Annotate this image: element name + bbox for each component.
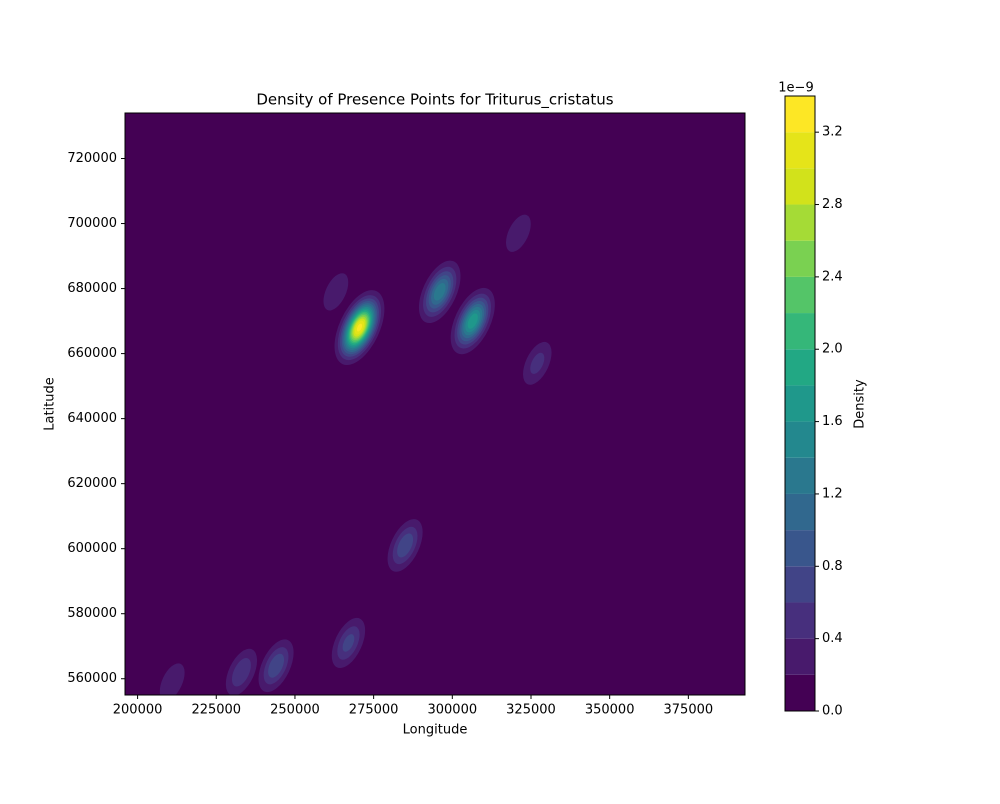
x-tick-label: 300000 xyxy=(427,703,477,718)
colorbar-frame xyxy=(784,95,816,712)
x-tick-label: 225000 xyxy=(191,703,241,718)
y-tick-label: 580000 xyxy=(67,606,117,621)
contour-band xyxy=(159,663,185,695)
colorbar-band xyxy=(785,276,815,314)
colorbar-tick-label: 2.4 xyxy=(822,269,843,284)
colorbar-band xyxy=(785,132,815,169)
x-tick-label: 375000 xyxy=(664,703,714,718)
colorbar-band xyxy=(785,204,815,241)
x-tick-label: 200000 xyxy=(113,703,163,718)
colorbar-band xyxy=(785,530,815,567)
y-tick-label: 720000 xyxy=(67,151,117,166)
contour-band xyxy=(467,313,478,329)
contour-band xyxy=(356,323,363,332)
contour-band xyxy=(342,634,355,652)
colorbar-band xyxy=(785,457,815,494)
y-tick-label: 600000 xyxy=(67,541,117,556)
colorbar-band xyxy=(785,674,815,711)
colorbar-tick-label: 1.6 xyxy=(822,414,843,429)
colorbar-band xyxy=(785,421,815,458)
colorbar-tick-label: 1.2 xyxy=(822,486,843,501)
colorbar-band xyxy=(785,566,815,603)
x-axis-label: Longitude xyxy=(403,723,468,738)
contour-band xyxy=(530,352,545,374)
colorbar-tick-label: 0.0 xyxy=(822,704,843,719)
colorbar-tick-label: 3.2 xyxy=(822,125,843,140)
plot-background xyxy=(125,113,745,695)
plot-frame xyxy=(124,112,746,696)
colorbar-label: Density xyxy=(853,379,868,429)
colorbar-offset: 1e−9 xyxy=(778,81,813,96)
colorbar-band xyxy=(785,313,815,350)
contour-band xyxy=(323,273,349,311)
contour-band xyxy=(397,533,414,558)
x-tick-label: 275000 xyxy=(349,703,399,718)
contour-band xyxy=(231,657,251,687)
contour-band xyxy=(268,653,285,678)
y-tick-label: 700000 xyxy=(67,216,117,231)
contour-band xyxy=(505,214,531,252)
contour-band xyxy=(433,283,446,301)
chart-title: Density of Presence Points for Triturus_… xyxy=(256,91,613,110)
x-tick-label: 325000 xyxy=(506,703,556,718)
colorbar-tick-label: 0.8 xyxy=(822,559,843,574)
y-tick-label: 640000 xyxy=(67,411,117,426)
y-tick-label: 560000 xyxy=(67,671,117,686)
colorbar-band xyxy=(785,493,815,531)
colorbar-tick-label: 2.8 xyxy=(822,197,843,212)
contours xyxy=(159,214,552,695)
colorbar-band xyxy=(785,385,815,422)
colorbar-band xyxy=(785,240,815,277)
colorbar-tick-label: 2.0 xyxy=(822,342,843,357)
y-tick-label: 680000 xyxy=(67,281,117,296)
y-tick-label: 660000 xyxy=(67,346,117,361)
x-tick-label: 250000 xyxy=(270,703,320,718)
colorbar-band xyxy=(785,602,815,639)
colorbar-band xyxy=(785,638,815,675)
y-tick-label: 620000 xyxy=(67,476,117,491)
colorbar-band xyxy=(785,168,815,205)
y-axis-label: Latitude xyxy=(43,377,58,431)
colorbar-band xyxy=(785,96,815,133)
x-tick-label: 350000 xyxy=(585,703,635,718)
colorbar-band xyxy=(785,349,815,386)
colorbar-tick-label: 0.4 xyxy=(822,631,843,646)
